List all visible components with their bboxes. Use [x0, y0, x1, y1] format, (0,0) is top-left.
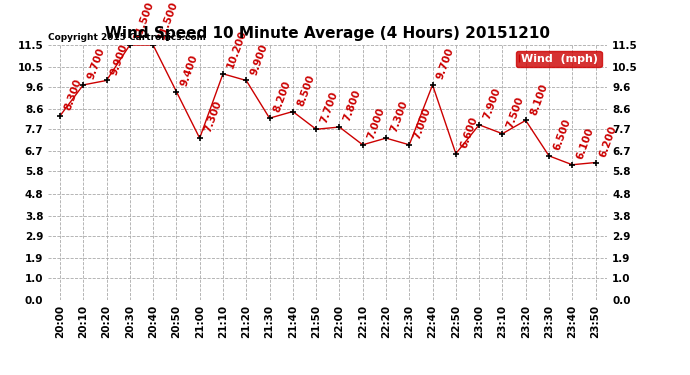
- Text: 7.300: 7.300: [388, 99, 409, 134]
- Text: 9.400: 9.400: [179, 53, 200, 87]
- Title: Wind Speed 10 Minute Average (4 Hours) 20151210: Wind Speed 10 Minute Average (4 Hours) 2…: [106, 26, 550, 41]
- Text: 10.200: 10.200: [226, 28, 249, 70]
- Text: 6.500: 6.500: [552, 117, 573, 152]
- Text: 6.600: 6.600: [459, 115, 480, 150]
- Text: 9.900: 9.900: [109, 42, 130, 76]
- Text: 9.700: 9.700: [435, 46, 456, 81]
- Text: Copyright 2015 Cartronics.com: Copyright 2015 Cartronics.com: [48, 33, 206, 42]
- Text: 8.200: 8.200: [273, 80, 293, 114]
- Text: 8.500: 8.500: [295, 73, 316, 107]
- Text: 7.800: 7.800: [342, 88, 363, 123]
- Text: 9.900: 9.900: [249, 42, 270, 76]
- Text: 11.500: 11.500: [156, 0, 179, 41]
- Text: 7.500: 7.500: [505, 95, 526, 129]
- Legend: Wind  (mph): Wind (mph): [515, 51, 602, 67]
- Text: 7.300: 7.300: [202, 99, 223, 134]
- Text: 11.500: 11.500: [132, 0, 156, 41]
- Text: 7.000: 7.000: [366, 106, 386, 141]
- Text: 9.700: 9.700: [86, 46, 107, 81]
- Text: 7.000: 7.000: [412, 106, 433, 141]
- Text: 8.100: 8.100: [529, 82, 549, 116]
- Text: 7.900: 7.900: [482, 86, 502, 121]
- Text: 8.300: 8.300: [63, 77, 83, 112]
- Text: 7.700: 7.700: [319, 90, 339, 125]
- Text: 6.100: 6.100: [575, 126, 595, 160]
- Text: 6.200: 6.200: [598, 124, 619, 158]
